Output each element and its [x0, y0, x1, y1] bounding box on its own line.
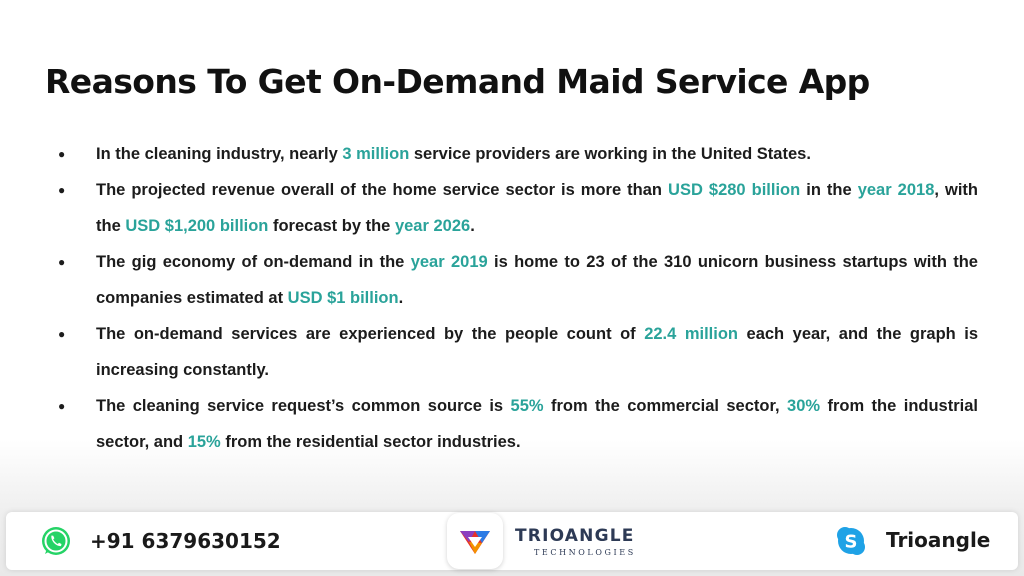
phone-number[interactable]: +91 6379630152: [90, 529, 281, 553]
contact-footer: +91 6379630152 TRIOANGLE TECHNOLOGIES S …: [6, 512, 1018, 570]
bullet-item: ● The projected revenue overall of the ho…: [52, 172, 978, 244]
bullet-text: , with the: [96, 181, 978, 235]
bullet-text: is home to 23 of the 310 unicorn busines…: [96, 253, 978, 307]
bullet-item: ● The gig economy of on-demand in the yea…: [52, 244, 978, 316]
bullet-text: The projected revenue overall of the hom…: [96, 181, 669, 199]
bullet-text: service providers are working in the Uni…: [409, 145, 811, 163]
bullet-text: from the industrial sector, and: [96, 397, 978, 451]
bullet-text: from the commercial sector,: [543, 397, 788, 415]
highlighted-stat: 30%: [787, 397, 821, 415]
highlighted-stat: year 2019: [410, 253, 488, 271]
bullet-text: in the: [800, 181, 858, 199]
bullet-dot: ●: [58, 255, 66, 269]
bullet-dot: ●: [58, 183, 66, 197]
bullet-text: The on-demand services are experienced b…: [96, 325, 645, 343]
bullet-item: ● In the cleaning industry, nearly 3 mill…: [52, 136, 978, 172]
highlighted-stat: 55%: [510, 397, 544, 415]
bullet-text: from the residential sector industries.: [220, 433, 521, 451]
highlighted-stat: year 2018: [857, 181, 935, 199]
bullet-dot: ●: [58, 147, 66, 161]
highlighted-stat: 3 million: [342, 145, 410, 163]
highlighted-stat: USD $1,200 billion: [125, 217, 269, 235]
highlighted-stat: year 2026: [394, 217, 471, 235]
svg-text:S: S: [845, 532, 858, 553]
brand-subtitle: TECHNOLOGIES: [534, 548, 636, 557]
bullet-text: each year, and the graph is increasing c…: [96, 325, 978, 379]
skype-name[interactable]: Trioangle: [886, 528, 991, 552]
trioangle-logo-icon: [460, 531, 490, 554]
whatsapp-icon: [42, 527, 70, 555]
bullet-text: .: [398, 289, 404, 307]
bullet-dot: ●: [58, 399, 66, 413]
highlighted-stat: 22.4 million: [644, 325, 738, 343]
slide-title: Reasons To Get On-Demand Maid Service Ap…: [45, 62, 870, 101]
bullet-text: The cleaning service request’s common so…: [96, 397, 511, 415]
bullet-item: ● The cleaning service request’s common s…: [52, 388, 978, 460]
bullet-text: In the cleaning industry, nearly: [96, 145, 343, 163]
highlighted-stat: USD $1 billion: [287, 289, 399, 307]
bullet-item: ● The on-demand services are experienced …: [52, 316, 978, 388]
highlighted-stat: USD $280 billion: [668, 181, 801, 199]
skype-icon: S: [837, 527, 865, 555]
bullet-text: The gig economy of on-demand in the: [96, 253, 411, 271]
trioangle-logo: [447, 513, 503, 569]
bullet-text: forecast by the: [268, 217, 395, 235]
bullet-text: .: [470, 217, 475, 235]
highlighted-stat: 15%: [187, 433, 221, 451]
brand-name: TRIOANGLE: [515, 526, 635, 546]
bullet-list: ● In the cleaning industry, nearly 3 mill…: [52, 136, 978, 460]
bullet-dot: ●: [58, 327, 66, 341]
